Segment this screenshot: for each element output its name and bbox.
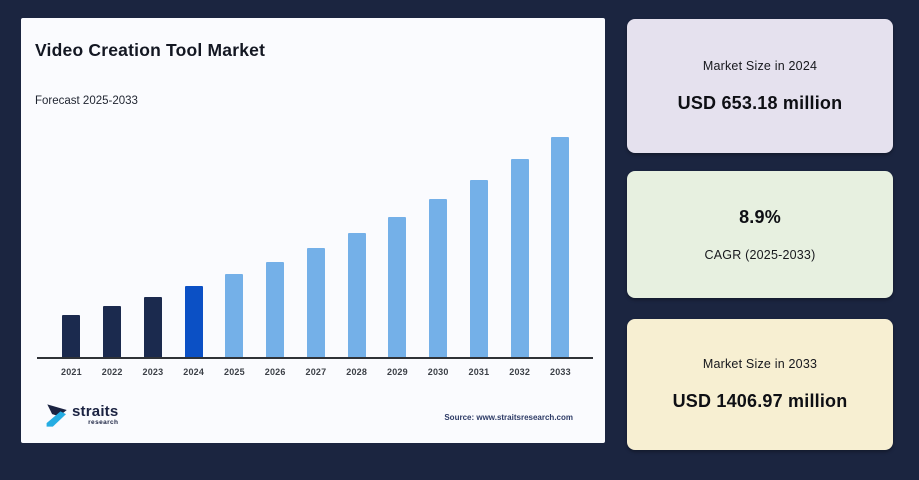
x-tick-label: 2023 [142,367,164,377]
bar-column-2031: 2031 [469,128,490,380]
bar-column-2033: 2033 [550,128,571,380]
source-attribution: Source: www.straitsresearch.com [444,413,573,422]
x-tick-label: 2029 [387,367,408,377]
bar-2033 [551,137,570,358]
bar-column-2030: 2030 [428,128,449,380]
bar-column-2025: 2025 [224,128,245,380]
x-tick-label: 2021 [61,367,82,377]
bar-chart-columns: 2021 2022 2023 2024 2025 2026 2027 2028 2029 2030… [37,128,593,380]
bar-2031 [469,180,488,358]
logo-text: straits research [72,404,118,427]
stat-card-cagr: 8.9% CAGR (2025-2033) [627,171,893,298]
stat-card-value: USD 653.18 million [677,92,843,113]
stat-card-market-size-2033: Market Size in 2033 USD 1406.97 million [627,319,893,450]
stat-card-label: Market Size in 2033 [702,357,818,371]
stat-card-label: CAGR (2025-2033) [704,248,816,262]
x-tick-label: 2024 [183,367,205,377]
stat-card-market-size-2024: Market Size in 2024 USD 653.18 million [627,19,893,153]
x-tick-label: 2030 [427,367,449,377]
stat-card-value: USD 1406.97 million [672,391,848,411]
x-tick-label: 2031 [468,367,490,377]
bar-2028 [347,233,366,358]
x-tick-label: 2025 [224,367,245,377]
straits-research-logo: straits research [45,403,118,428]
bar-2029 [388,217,407,358]
bar-column-2032: 2032 [509,128,530,380]
stat-cards: Market Size in 2024 USD 653.18 million 8… [627,19,893,450]
x-tick-label: 2028 [346,367,368,377]
x-tick-label: 2032 [509,367,531,377]
bar-2021 [62,315,81,358]
stat-card-label: Market Size in 2024 [702,58,818,73]
logo-name: straits [72,403,119,421]
bar-2024 [184,286,203,358]
stat-card-value: 8.9% [739,207,781,227]
chart-panel: Video Creation Tool Market Forecast 2025… [21,18,605,443]
bar-2032 [510,159,529,358]
bar-column-2022: 2022 [102,128,123,380]
bar-column-2023: 2023 [143,128,164,380]
bar-2025 [225,274,244,358]
x-axis-line [37,357,593,359]
bar-2026 [266,262,285,358]
x-tick-label: 2026 [264,367,286,377]
bar-column-2026: 2026 [265,128,286,380]
straits-logo-icon [46,404,67,427]
bar-chart: 2021 2022 2023 2024 2025 2026 2027 2028 2029 2030… [37,128,593,380]
bar-2030 [429,199,448,358]
bar-2022 [103,306,122,358]
x-tick-label: 2033 [550,367,571,377]
x-tick-label: 2027 [305,367,327,377]
bar-column-2024: 2024 [183,128,204,380]
chart-subtitle: Forecast 2025-2033 [35,95,138,107]
bar-column-2021: 2021 [61,128,82,380]
bar-column-2027: 2027 [306,128,327,380]
logo-subname: research [88,419,119,427]
x-tick-label: 2022 [101,367,123,377]
bar-column-2028: 2028 [346,128,367,380]
bar-2027 [306,248,325,358]
bar-2023 [143,297,162,358]
bar-column-2029: 2029 [387,128,408,380]
chart-title: Video Creation Tool Market [35,40,266,60]
